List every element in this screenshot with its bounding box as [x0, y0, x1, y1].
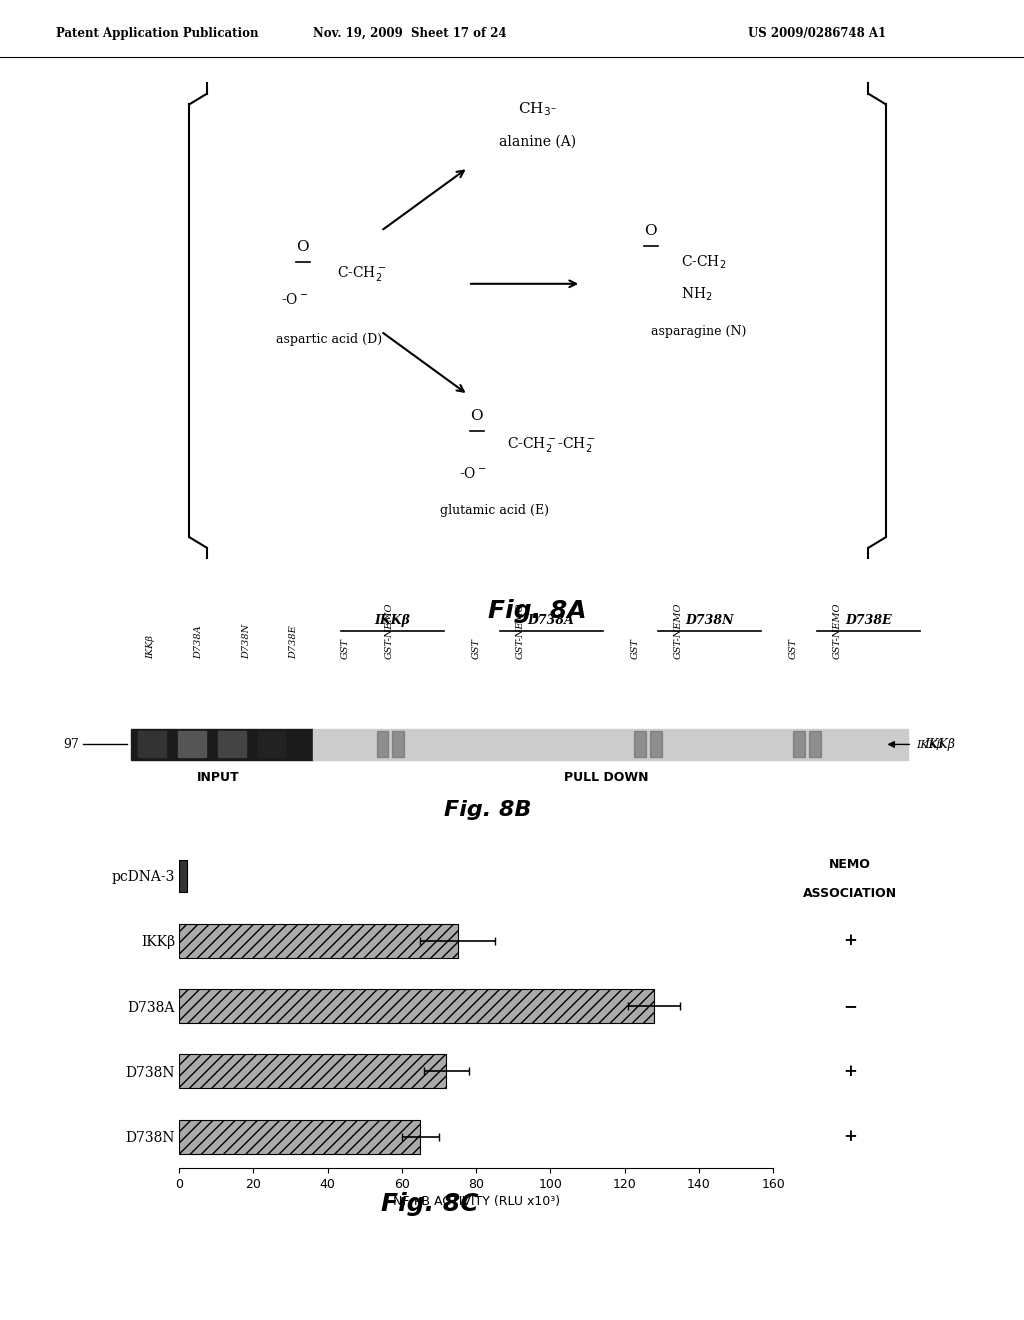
Text: aspartic acid (D): aspartic acid (D) — [276, 333, 383, 346]
Text: +: + — [843, 1129, 857, 1144]
Text: 97: 97 — [63, 738, 79, 751]
Text: D738E: D738E — [845, 614, 892, 627]
Text: D738N: D738N — [686, 614, 734, 627]
Bar — [794, 731, 805, 758]
Text: Fig. 8A: Fig. 8A — [488, 599, 587, 623]
Text: US 2009/0286748 A1: US 2009/0286748 A1 — [748, 26, 886, 40]
Text: CH$_3$-: CH$_3$- — [518, 100, 557, 119]
Text: GST-NEMO: GST-NEMO — [674, 603, 683, 660]
Text: ASSOCIATION: ASSOCIATION — [803, 887, 897, 900]
Text: PULL DOWN: PULL DOWN — [564, 771, 649, 784]
Text: GST-NEMO: GST-NEMO — [515, 603, 524, 660]
Text: −: − — [843, 998, 857, 1015]
Text: Nov. 19, 2009  Sheet 17 of 24: Nov. 19, 2009 Sheet 17 of 24 — [312, 26, 507, 40]
Text: D738N: D738N — [242, 624, 251, 660]
Bar — [650, 731, 663, 758]
Text: GST: GST — [472, 639, 481, 660]
Bar — [218, 731, 246, 758]
Text: O: O — [296, 240, 309, 253]
Bar — [178, 731, 206, 758]
X-axis label: NF-κB ACTIVITY (RLU x10³): NF-κB ACTIVITY (RLU x10³) — [392, 1195, 560, 1208]
Text: NH$_2$: NH$_2$ — [681, 285, 713, 304]
Text: Fig. 8B: Fig. 8B — [444, 800, 531, 820]
Bar — [635, 731, 646, 758]
Text: C-CH$_2$: C-CH$_2$ — [681, 253, 727, 272]
Text: Fig. 8C: Fig. 8C — [381, 1192, 479, 1217]
Text: -O$^-$: -O$^-$ — [459, 466, 486, 482]
Text: D738A: D738A — [195, 626, 203, 660]
Bar — [392, 731, 404, 758]
Bar — [258, 731, 286, 758]
Text: INPUT: INPUT — [197, 771, 240, 784]
Text: GST: GST — [790, 639, 799, 660]
Text: O: O — [470, 409, 483, 422]
Text: IKKβ: IKKβ — [916, 739, 943, 750]
Text: NEMO: NEMO — [829, 858, 870, 871]
Bar — [131, 729, 313, 759]
Bar — [179, 989, 654, 1023]
Text: GST: GST — [631, 639, 640, 660]
Text: D738E: D738E — [289, 626, 298, 660]
Text: C-CH$_2^-$-CH$_2^-$: C-CH$_2^-$-CH$_2^-$ — [507, 436, 596, 454]
Text: IKKβ: IKKβ — [375, 614, 411, 627]
Text: GST: GST — [341, 639, 350, 660]
Bar — [179, 1055, 446, 1088]
Text: O: O — [644, 224, 657, 238]
Text: Patent Application Publication: Patent Application Publication — [56, 26, 259, 40]
Text: C-CH$_2^-$: C-CH$_2^-$ — [338, 264, 387, 282]
Text: -O$^-$: -O$^-$ — [281, 292, 308, 308]
Bar — [179, 1119, 421, 1154]
Bar — [179, 859, 186, 892]
Bar — [809, 731, 821, 758]
Bar — [138, 731, 166, 758]
Text: IKKβ: IKKβ — [925, 738, 955, 751]
Bar — [179, 924, 458, 958]
Text: glutamic acid (E): glutamic acid (E) — [439, 504, 549, 517]
Text: GST-NEMO: GST-NEMO — [833, 603, 842, 660]
Bar — [377, 731, 388, 758]
Text: asparagine (N): asparagine (N) — [651, 325, 746, 338]
Text: D738A: D738A — [527, 614, 574, 627]
Bar — [313, 729, 908, 759]
Text: GST-NEMO: GST-NEMO — [385, 603, 393, 660]
Text: IKKβ: IKKβ — [146, 635, 156, 660]
Text: +: + — [843, 932, 857, 949]
Text: +: + — [843, 1063, 857, 1080]
Text: alanine (A): alanine (A) — [499, 135, 577, 148]
